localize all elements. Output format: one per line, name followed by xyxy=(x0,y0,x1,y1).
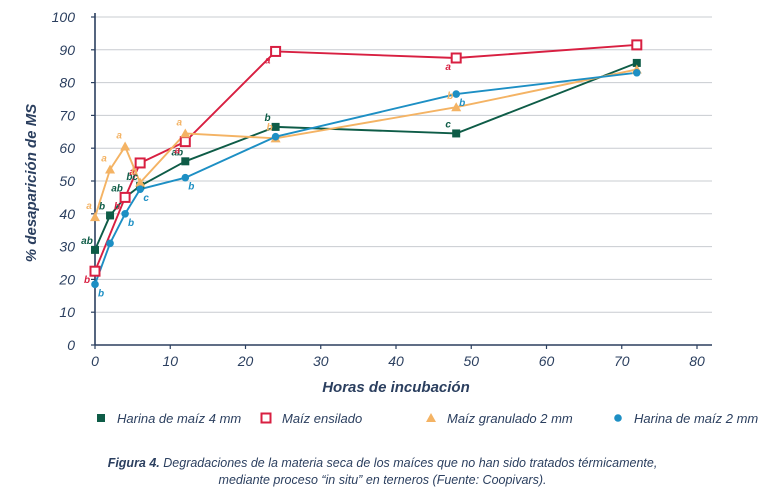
legend: Harina de maíz 4 mm Maíz ensilado Maíz gra… xyxy=(97,411,758,426)
series-4-point xyxy=(271,132,280,141)
series-3-point-label: b xyxy=(267,122,273,133)
series-3-point xyxy=(451,102,462,112)
series-4-point xyxy=(633,68,641,77)
series-2-point-label: a xyxy=(175,146,181,157)
series-3-point-label: a xyxy=(86,201,92,212)
series-2-point-label: a xyxy=(265,55,271,66)
series-3-point-label: b xyxy=(447,91,453,102)
series-1-point xyxy=(181,157,190,166)
series-4-point xyxy=(91,280,99,289)
series-2-point xyxy=(631,39,643,51)
x-tick-label: 30 xyxy=(313,353,329,369)
legend-label-1: Harina de maíz 4 mm xyxy=(117,411,241,426)
y-tick-label: 100 xyxy=(52,9,76,25)
series-1-point-label: ab xyxy=(171,147,183,158)
series-markers xyxy=(89,39,643,289)
series-2-point-label: b xyxy=(114,201,120,212)
y-tick-label: 50 xyxy=(59,173,75,189)
series-2-point xyxy=(450,52,462,64)
series-2-point-label: b xyxy=(84,275,90,286)
y-tick-label: 90 xyxy=(59,42,75,58)
y-axis-title: % desaparición de MS xyxy=(23,104,40,262)
series-1-point xyxy=(452,129,461,138)
x-tick-label: 40 xyxy=(388,353,404,369)
series-1-point xyxy=(271,122,280,131)
x-tick-label: 70 xyxy=(614,353,630,369)
series-3-point-label: a xyxy=(116,131,122,142)
legend-label-2: Maíz ensilado xyxy=(282,411,362,426)
y-tick-label: 40 xyxy=(59,206,75,222)
caption-label: Figura 4. xyxy=(107,456,160,470)
legend-marker-4 xyxy=(614,414,622,422)
y-tick-label: 60 xyxy=(59,140,75,156)
series-4-point xyxy=(452,90,461,98)
series-3-point xyxy=(135,177,146,187)
y-tick-label: 70 xyxy=(59,107,75,123)
chart: 0 10 20 30 40 50 60 70 80 90 100 0 10 20 30 40 50 60 70 80 H… xyxy=(23,9,758,426)
series-2-point xyxy=(270,45,282,57)
series-1-point-label: ab xyxy=(111,183,123,194)
x-tick-label: 50 xyxy=(463,353,479,369)
series-2-point xyxy=(134,157,146,169)
series-2-point-label: a xyxy=(129,167,135,178)
y-tick-label: 10 xyxy=(59,304,75,320)
series-1-point-label: b xyxy=(265,113,271,124)
legend-label-3: Maíz granulado 2 mm xyxy=(447,411,573,426)
series-2-point-label: a xyxy=(445,62,451,73)
y-tick-label: 30 xyxy=(59,239,75,255)
series-4-point xyxy=(121,210,129,218)
series-4-point xyxy=(106,239,114,248)
series-2-point xyxy=(89,265,101,277)
axes: 0 10 20 30 40 50 60 70 80 90 100 0 10 20 30 40 50 60 70 80 H… xyxy=(23,9,712,396)
series-4-point-label: b xyxy=(188,182,194,193)
series-4-point xyxy=(181,173,190,182)
figure-caption: Figura 4. Degradaciones de la materia se… xyxy=(0,455,765,489)
series-3-point xyxy=(105,164,116,174)
series-4-line xyxy=(94,71,637,285)
series-3-line xyxy=(94,68,637,218)
x-tick-label: 80 xyxy=(689,353,705,369)
x-tick-label: 60 xyxy=(539,353,555,369)
series-4-point-label: b xyxy=(459,98,465,109)
y-tick-label: 0 xyxy=(67,337,75,353)
x-tick-label: 10 xyxy=(162,353,178,369)
caption-line-1: Degradaciones de la materia seca de los … xyxy=(163,456,658,470)
series-1-point xyxy=(106,211,115,220)
x-tick-label: 0 xyxy=(91,353,99,369)
series-1-point-label: b xyxy=(99,201,105,212)
x-axis-title: Horas de incubación xyxy=(322,379,470,396)
series-4-point-label: c xyxy=(143,193,149,204)
series-1-point-label: ab xyxy=(81,236,93,247)
series-3-point xyxy=(90,212,100,222)
series-4-point xyxy=(136,185,144,193)
gridlines xyxy=(95,16,712,313)
x-tick-label: 20 xyxy=(237,353,254,369)
y-tick-label: 20 xyxy=(58,271,75,287)
y-tick-label: 80 xyxy=(59,75,75,91)
caption-line-2: mediante proceso “in situ” en terneros (… xyxy=(218,473,547,487)
legend-marker-2 xyxy=(260,412,272,424)
series-3-point-label: a xyxy=(177,117,183,128)
series-1-point xyxy=(632,58,641,67)
series-2-point xyxy=(179,136,191,148)
series-3-point-label: b xyxy=(131,167,137,178)
series-4-point-label: b xyxy=(98,288,104,299)
legend-marker-3 xyxy=(426,413,436,422)
series-3-point xyxy=(180,128,191,138)
series-lines xyxy=(94,43,638,285)
series-3-point xyxy=(120,141,131,151)
series-1-point-label: bc xyxy=(126,172,138,183)
series-1-point xyxy=(91,245,99,254)
series-1-point-label: c xyxy=(445,119,451,130)
series-2-point xyxy=(119,191,131,203)
legend-label-4: Harina de maíz 2 mm xyxy=(634,411,758,426)
series-4-point-label: b xyxy=(128,218,134,229)
series-3-point-label: a xyxy=(101,154,107,165)
legend-marker-1 xyxy=(97,414,105,422)
